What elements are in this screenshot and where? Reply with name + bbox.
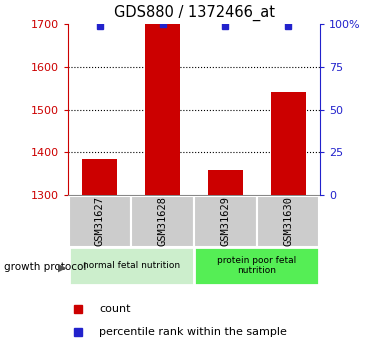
Bar [69, 247, 194, 285]
Text: GSM31627: GSM31627 [95, 196, 105, 246]
Text: ▶: ▶ [58, 263, 66, 272]
Bar [82, 159, 117, 195]
Text: count: count [99, 304, 131, 314]
Text: GSM31630: GSM31630 [284, 196, 293, 246]
Bar [271, 92, 306, 195]
Text: percentile rank within the sample: percentile rank within the sample [99, 327, 287, 337]
Bar [145, 24, 180, 195]
Text: GSM31628: GSM31628 [158, 196, 168, 246]
Title: GDS880 / 1372466_at: GDS880 / 1372466_at [113, 5, 275, 21]
Bar [131, 196, 194, 247]
Text: GSM31629: GSM31629 [220, 196, 230, 246]
Text: growth protocol: growth protocol [4, 263, 86, 272]
Bar [194, 196, 257, 247]
Bar [69, 196, 131, 247]
Text: protein poor fetal
nutrition: protein poor fetal nutrition [217, 256, 296, 275]
Text: normal fetal nutrition: normal fetal nutrition [83, 261, 180, 270]
Bar [194, 247, 319, 285]
Bar [257, 196, 319, 247]
Bar [208, 170, 243, 195]
